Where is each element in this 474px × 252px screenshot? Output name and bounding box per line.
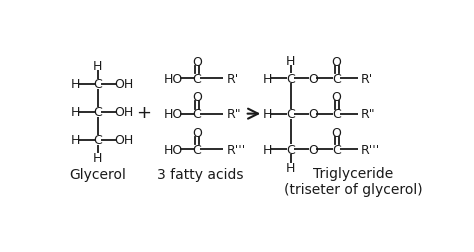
- Text: Triglyceride
(triseter of glycerol): Triglyceride (triseter of glycerol): [284, 166, 422, 196]
- Text: H: H: [93, 60, 102, 73]
- Text: Glycerol: Glycerol: [69, 167, 126, 181]
- Text: 3 fatty acids: 3 fatty acids: [157, 167, 244, 181]
- Text: H: H: [70, 78, 80, 91]
- Text: O: O: [332, 55, 342, 69]
- Text: R''': R''': [361, 143, 381, 156]
- Text: R': R': [227, 72, 239, 85]
- Text: OH: OH: [114, 134, 133, 147]
- Text: C: C: [332, 108, 341, 121]
- Text: O: O: [192, 91, 202, 104]
- Text: HO: HO: [164, 72, 183, 85]
- Text: C: C: [192, 72, 201, 85]
- Text: OH: OH: [114, 106, 133, 119]
- Text: C: C: [93, 78, 102, 91]
- Text: C: C: [332, 143, 341, 156]
- Text: H: H: [263, 108, 273, 121]
- Text: O: O: [192, 55, 202, 69]
- Text: O: O: [308, 143, 318, 156]
- Text: O: O: [332, 127, 342, 139]
- Text: O: O: [308, 72, 318, 85]
- Text: R": R": [361, 108, 376, 121]
- Text: H: H: [286, 161, 295, 174]
- Text: +: +: [136, 103, 151, 121]
- Text: C: C: [93, 134, 102, 147]
- Text: R': R': [361, 72, 374, 85]
- Text: C: C: [286, 143, 295, 156]
- Text: H: H: [263, 143, 273, 156]
- Text: C: C: [192, 143, 201, 156]
- Text: C: C: [93, 106, 102, 119]
- Text: C: C: [192, 108, 201, 121]
- Text: H: H: [70, 106, 80, 119]
- Text: O: O: [332, 91, 342, 104]
- Text: O: O: [192, 127, 202, 139]
- Text: H: H: [263, 72, 273, 85]
- Text: H: H: [286, 54, 295, 67]
- Text: O: O: [308, 108, 318, 121]
- Text: R": R": [227, 108, 242, 121]
- Text: C: C: [332, 72, 341, 85]
- Text: H: H: [93, 152, 102, 165]
- Text: H: H: [70, 134, 80, 147]
- Text: C: C: [286, 108, 295, 121]
- Text: R''': R''': [227, 143, 246, 156]
- Text: C: C: [286, 72, 295, 85]
- Text: OH: OH: [114, 78, 133, 91]
- Text: HO: HO: [164, 108, 183, 121]
- Text: HO: HO: [164, 143, 183, 156]
